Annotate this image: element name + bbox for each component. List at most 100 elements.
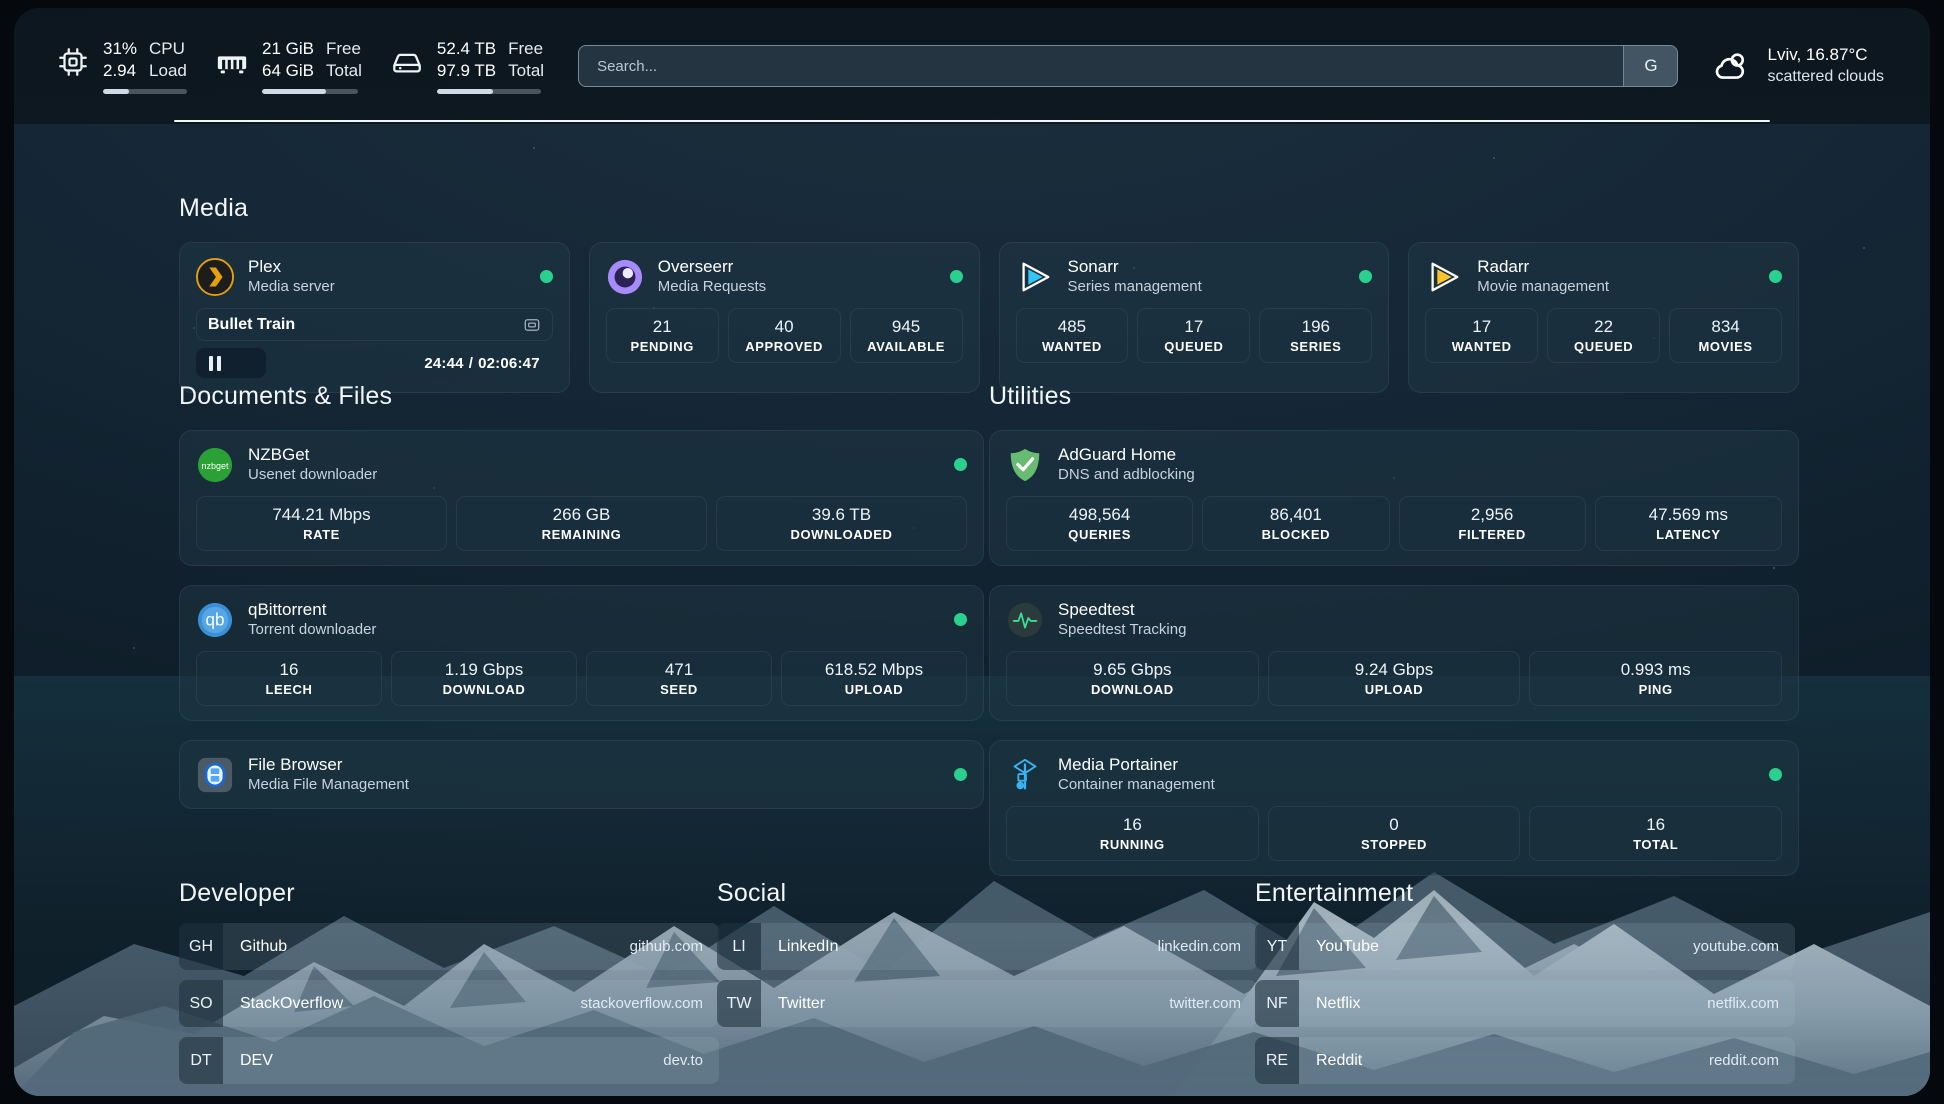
stat-tile: 17 QUEUED: [1137, 308, 1251, 363]
stat-label: SERIES: [1290, 339, 1342, 354]
memory-label-top: Free: [325, 39, 361, 58]
bookmark-group-title: Social: [717, 879, 787, 907]
search-engine-button[interactable]: G: [1623, 46, 1678, 86]
stats-row: 16 LEECH 1.19 Gbps DOWNLOAD 471 SEED 6: [196, 651, 967, 706]
service-description: Usenet downloader: [248, 466, 378, 483]
stat-tile: 39.6 TB DOWNLOADED: [716, 496, 967, 551]
service-card-sonarr[interactable]: Sonarr Series management 485 WANTED 17 Q…: [998, 242, 1390, 393]
stat-tile: 0.993 ms PING: [1529, 651, 1783, 706]
stat-label: PENDING: [630, 339, 694, 354]
status-indicator-online: [539, 270, 553, 283]
stat-tile: 9.65 Gbps DOWNLOAD: [1006, 651, 1259, 706]
resource-widget-cpu: 31% 2.94 CPU Load: [56, 38, 187, 94]
plex-icon: [196, 257, 234, 296]
bookmark-name: Netflix: [1316, 994, 1361, 1012]
svg-text:qb: qb: [205, 610, 224, 629]
stat-value: 22: [1594, 317, 1614, 336]
cloud-icon: [1710, 45, 1752, 87]
stats-row: 17 WANTED 22 QUEUED 834 MOVIES: [1425, 308, 1783, 363]
service-name: Overseerr: [657, 257, 734, 276]
section-title-media: Media: [179, 194, 249, 222]
service-card-overseerr[interactable]: Overseerr Media Requests 21 PENDING 40 A…: [588, 242, 980, 393]
bookmark-name: LinkedIn: [778, 937, 839, 955]
service-card-plex[interactable]: Plex Media server Bullet Train: [179, 242, 570, 393]
service-name: AdGuard Home: [1058, 445, 1177, 464]
bookmark-item-dev[interactable]: DT DEV dev.to: [179, 1037, 719, 1084]
stat-label: DOWNLOAD: [442, 682, 526, 697]
bookmark-name: DEV: [240, 1051, 273, 1069]
stat-tile: 0 STOPPED: [1267, 806, 1521, 861]
stat-tile: 744.21 Mbps RATE: [196, 496, 447, 551]
nzbget-icon: nzbget: [196, 446, 234, 484]
stat-value: 0: [1389, 815, 1399, 834]
bookmark-url: netflix.com: [1707, 995, 1779, 1012]
top-bar: 31% 2.94 CPU Load: [14, 8, 1930, 124]
resource-widget-storage: 52.4 TB 97.9 TB Free Total: [390, 38, 544, 94]
bookmark-item-reddit[interactable]: RE Reddit reddit.com: [1255, 1037, 1795, 1084]
stat-tile: 266 GB REMAINING: [456, 496, 707, 551]
service-name: Sonarr: [1067, 257, 1119, 276]
service-card-nzbget[interactable]: nzbget NZBGet Usenet downloader 744.21 M…: [179, 430, 984, 566]
stat-label: QUERIES: [1068, 527, 1131, 542]
bookmark-url: stackoverflow.com: [580, 995, 703, 1012]
service-name: NZBGet: [248, 445, 310, 464]
bookmark-abbr: NF: [1255, 980, 1299, 1027]
memory-usage-bar: [262, 89, 358, 94]
now-playing-progress[interactable]: 24:44/02:06:47: [196, 348, 553, 378]
cast-icon[interactable]: [523, 316, 541, 334]
stat-label: AVAILABLE: [867, 339, 945, 354]
pause-icon[interactable]: [209, 355, 222, 371]
service-name: File Browser: [248, 755, 343, 774]
bookmark-item-youtube[interactable]: YT YouTube youtube.com: [1255, 923, 1795, 970]
bookmark-url: twitter.com: [1169, 995, 1241, 1012]
stat-value: 618.52 Mbps: [824, 660, 924, 679]
bookmark-url: dev.to: [663, 1052, 703, 1069]
service-card-file-browser[interactable]: File Browser Media File Management: [179, 740, 984, 809]
cpu-value-top: 31%: [103, 39, 138, 58]
stat-tile: 16 TOTAL: [1529, 806, 1783, 861]
bookmark-item-stackoverflow[interactable]: SO StackOverflow stackoverflow.com: [179, 980, 719, 1027]
service-card-adguard-home[interactable]: AdGuard Home DNS and adblocking 498,564 …: [989, 430, 1799, 566]
resource-widget-memory: 21 GiB 64 GiB Free Total: [215, 38, 362, 94]
bookmark-group-title: Entertainment: [1255, 879, 1414, 907]
bookmark-abbr: TW: [717, 980, 761, 1027]
stat-label: REMAINING: [541, 527, 622, 542]
stat-value: 945: [891, 317, 921, 336]
bookmark-item-twitter[interactable]: TW Twitter twitter.com: [717, 980, 1257, 1027]
bookmark-abbr: LI: [717, 923, 761, 970]
bookmark-item-netflix[interactable]: NF Netflix netflix.com: [1255, 980, 1795, 1027]
service-card-qbittorrent[interactable]: qb qBittorrent Torrent downloader 16 LEE…: [179, 585, 984, 721]
service-name: qBittorrent: [248, 600, 327, 619]
service-card-speedtest[interactable]: Speedtest Speedtest Tracking 9.65 Gbps D…: [989, 585, 1799, 721]
bookmark-url: github.com: [629, 938, 703, 955]
stat-value: 9.24 Gbps: [1354, 660, 1434, 679]
bookmark-item-linkedin[interactable]: LI LinkedIn linkedin.com: [717, 923, 1257, 970]
bookmark-item-github[interactable]: GH Github github.com: [179, 923, 719, 970]
bookmark-url: youtube.com: [1693, 938, 1779, 955]
storage-label-bottom: Total: [508, 61, 545, 80]
stat-label: LEECH: [265, 682, 313, 697]
time-separator: /: [468, 354, 474, 372]
adguard-icon: [1006, 446, 1044, 484]
service-card-media-portainer[interactable]: Media Portainer Container management 16 …: [989, 740, 1799, 876]
radarr-icon: [1425, 258, 1463, 296]
search-input[interactable]: [578, 45, 1679, 87]
stat-tile: 9.24 Gbps UPLOAD: [1267, 651, 1521, 706]
stat-tile: 21 PENDING: [605, 308, 719, 363]
cpu-usage-bar: [103, 89, 187, 94]
bookmark-abbr: DT: [179, 1037, 223, 1084]
top-bar-divider: [174, 120, 1770, 122]
bookmark-group-social: Social LI LinkedIn linkedin.com TW Twitt…: [717, 879, 1257, 1027]
sonarr-icon: [1016, 258, 1054, 296]
memory-value-top: 21 GiB: [262, 39, 314, 58]
progress-fill: [196, 348, 266, 378]
section-utilities: Utilities AdGuard Home DNS and: [989, 382, 1799, 876]
stat-tile: 196 SERIES: [1259, 308, 1373, 363]
stat-label: RUNNING: [1099, 837, 1165, 852]
service-card-radarr[interactable]: Radarr Movie management 17 WANTED 22 QUE…: [1408, 242, 1799, 393]
stat-label: PING: [1638, 682, 1673, 697]
memory-label-bottom: Total: [325, 61, 362, 80]
bookmark-name: Github: [240, 937, 288, 955]
bookmark-group-entertainment: Entertainment YT YouTube youtube.com NF …: [1255, 879, 1795, 1084]
stat-label: LATENCY: [1656, 527, 1721, 542]
